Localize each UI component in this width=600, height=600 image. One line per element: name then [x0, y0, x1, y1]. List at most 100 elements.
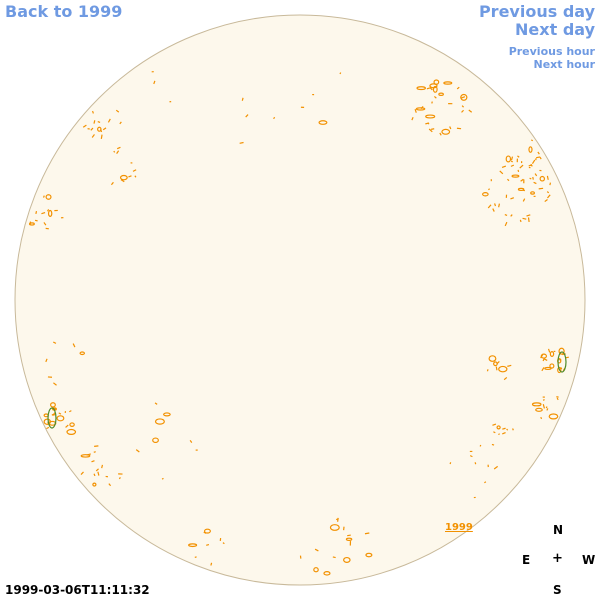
contour-mark: [433, 79, 440, 85]
next-hour-link[interactable]: Next hour: [533, 58, 596, 71]
contour-mark: [449, 462, 452, 465]
contour-mark: [547, 348, 551, 353]
contour-mark: [318, 120, 328, 125]
contour-mark: [542, 358, 545, 362]
contour-mark: [45, 194, 52, 200]
contour-mark: [91, 460, 95, 463]
contour-mark: [546, 191, 550, 194]
contour-mark: [100, 129, 103, 133]
contour-mark: [241, 97, 244, 101]
contour-mark: [41, 212, 46, 215]
contour-mark: [93, 473, 96, 477]
year-link[interactable]: 1999: [445, 522, 473, 533]
contour-mark: [527, 217, 530, 222]
contour-mark: [519, 219, 522, 223]
previous-hour-link[interactable]: Previous hour: [508, 45, 595, 58]
contour-mark: [501, 165, 507, 169]
contour-mark: [416, 86, 427, 91]
compass-west: W: [582, 553, 596, 567]
contour-mark: [460, 93, 468, 101]
contour-mark: [93, 120, 96, 124]
contour-mark: [544, 358, 548, 361]
contour-mark: [504, 214, 508, 217]
contour-mark: [239, 141, 244, 144]
contour-mark: [491, 443, 495, 446]
observation-timestamp: 1999-03-06T11:11:32: [5, 583, 150, 597]
contour-mark: [493, 431, 496, 434]
contour-mark: [461, 105, 465, 108]
contour-mark: [531, 159, 536, 164]
compass-center: +: [552, 551, 563, 566]
contour-mark: [132, 169, 137, 172]
contour-mark: [431, 101, 433, 104]
contour-mark: [113, 150, 116, 153]
contour-mark: [505, 155, 512, 163]
contour-mark: [72, 343, 76, 348]
compass-north: N: [553, 523, 564, 537]
contour-mark: [545, 406, 548, 409]
contour-mark: [498, 203, 501, 208]
contour-mark: [461, 109, 464, 113]
contour-mark: [115, 109, 120, 113]
contour-mark: [558, 347, 565, 355]
magnetic-contours: [28, 71, 569, 576]
contour-mark: [161, 477, 164, 480]
contour-mark: [364, 532, 370, 535]
contour-mark: [510, 197, 515, 200]
contour-mark: [484, 481, 487, 484]
contour-mark: [93, 451, 96, 453]
contour-mark: [107, 118, 111, 123]
contour-mark: [120, 179, 125, 183]
contour-mark: [188, 543, 198, 548]
contour-mark: [493, 465, 499, 470]
contour-mark: [520, 178, 524, 182]
contour-mark: [206, 543, 210, 546]
contour-mark: [488, 355, 497, 362]
contour-mark: [97, 471, 100, 476]
contour-mark: [69, 422, 75, 427]
contour-mark: [504, 221, 508, 227]
contour-mark: [332, 556, 336, 559]
contour-mark: [533, 181, 537, 185]
contour-mark: [510, 156, 514, 161]
contour-mark: [433, 96, 437, 99]
contour-mark: [339, 72, 342, 75]
contour-mark: [65, 424, 69, 428]
contour-mark: [53, 341, 57, 344]
contour-mark: [541, 367, 545, 372]
contour-mark: [82, 124, 87, 128]
contour-mark: [529, 177, 532, 180]
contour-mark: [441, 128, 451, 135]
contour-mark: [557, 351, 567, 373]
contour-mark: [119, 174, 128, 181]
contour-mark: [56, 415, 65, 422]
contour-mark: [479, 444, 482, 447]
contour-mark: [245, 114, 249, 118]
contour-mark: [530, 191, 535, 195]
contour-mark: [153, 80, 156, 85]
next-day-link[interactable]: Next day: [515, 20, 595, 39]
contour-mark: [496, 425, 501, 430]
contour-mark: [343, 556, 351, 563]
contour-mark: [534, 173, 538, 177]
contour-mark: [345, 537, 353, 542]
contour-mark: [537, 151, 540, 155]
contour-mark: [474, 462, 477, 465]
contour-mark: [522, 217, 527, 220]
contour-mark: [102, 127, 107, 131]
contour-mark: [542, 399, 545, 401]
contour-mark: [536, 156, 541, 159]
contour-mark: [414, 109, 417, 113]
previous-day-link[interactable]: Previous day: [478, 2, 595, 21]
contour-mark: [468, 109, 473, 113]
back-to-year-link[interactable]: Back to 1999: [5, 2, 123, 21]
contour-mark: [486, 369, 489, 372]
contour-mark: [134, 175, 137, 178]
contour-mark: [549, 351, 555, 357]
contour-mark: [488, 188, 490, 191]
contour-mark: [539, 156, 542, 160]
contour-mark: [110, 181, 114, 186]
contour-mark: [79, 351, 86, 356]
contour-mark: [91, 134, 95, 138]
